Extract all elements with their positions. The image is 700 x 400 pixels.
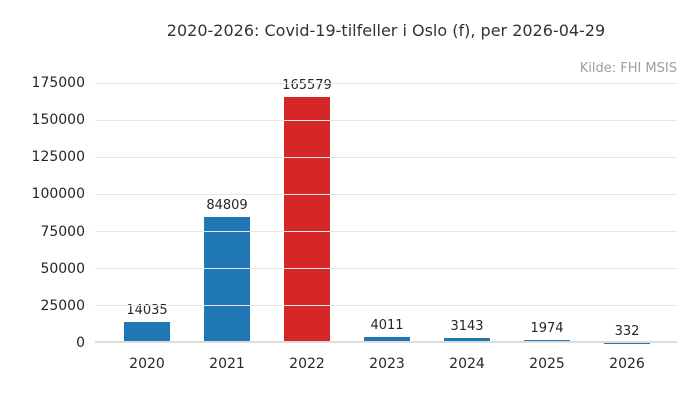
source-note: Kilde: FHI MSIS [579, 61, 677, 76]
bar-group-2023: 4011 2023 [347, 83, 427, 372]
gridline [95, 119, 677, 121]
gridline [95, 193, 677, 195]
x-tick-label: 2025 [529, 356, 565, 372]
x-tick-label: 2020 [129, 356, 165, 372]
zero-gridline [95, 341, 677, 343]
y-tick-label: 0 [76, 335, 85, 351]
x-tick-label: 2021 [209, 356, 245, 372]
y-tick-label: 50000 [40, 260, 85, 277]
y-tick-label: 125000 [31, 149, 85, 166]
y-tick-label: 150000 [31, 112, 85, 129]
x-tick-label: 2022 [289, 356, 325, 372]
bar-group-2025: 1974 2025 [507, 83, 587, 372]
bar-group-2024: 3143 2024 [427, 83, 507, 372]
bar-2024 [444, 338, 490, 343]
bar-group-2026: 332 2026 [587, 83, 667, 372]
bars-row: 14035 2020 84809 2021 165579 2022 4011 2023 3143… [107, 78, 667, 372]
gridline [95, 231, 677, 233]
bar-value-label: 165579 [282, 78, 332, 93]
bar-group-2021: 84809 2021 [187, 83, 267, 372]
bar-value-label: 1974 [530, 321, 564, 337]
x-tick-label: 2023 [369, 356, 405, 372]
gridline [95, 156, 677, 158]
gridline [95, 82, 677, 84]
gridline [95, 268, 677, 270]
y-tick-label: 75000 [40, 223, 85, 240]
y-tick-label: 100000 [31, 186, 85, 203]
bar-2023 [364, 337, 410, 343]
bar-2021 [204, 217, 250, 343]
bar-group-2022: 165579 2022 [267, 78, 347, 372]
gridline [95, 305, 677, 307]
bar-group-2020: 14035 2020 [107, 83, 187, 372]
y-tick-label: 25000 [40, 297, 85, 314]
bar-2020 [124, 322, 170, 343]
bar-value-label: 3143 [450, 319, 484, 335]
y-tick-label: 175000 [31, 75, 85, 91]
chart-title: 2020-2026: Covid-19-tilfeller i Oslo (f)… [166, 21, 606, 40]
bar-value-label: 332 [614, 323, 640, 339]
bar-value-label: 84809 [206, 198, 248, 213]
bar-2022 [284, 97, 330, 343]
bar-value-label: 4011 [370, 318, 404, 334]
x-tick-label: 2024 [449, 356, 485, 372]
bar-value-label: 14035 [126, 303, 168, 319]
plot-area: 14035 2020 84809 2021 165579 2022 4011 2023 3143… [95, 78, 677, 372]
x-tick-label: 2026 [609, 356, 645, 372]
